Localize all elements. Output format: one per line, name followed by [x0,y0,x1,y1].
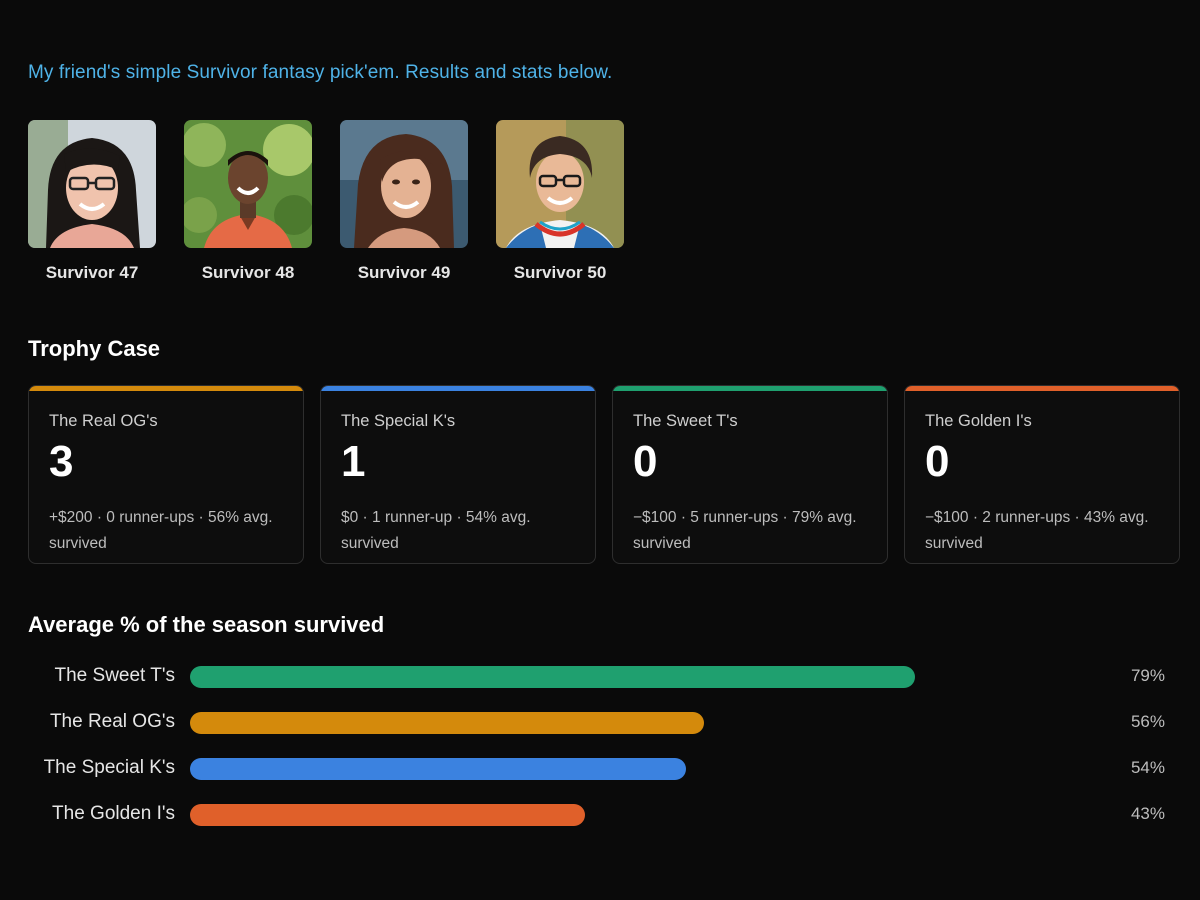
bar-track [190,804,1108,826]
card-accent-bar [321,386,595,391]
bar-value-label: 79% [1130,666,1165,685]
team-stats: −$100 · 5 runner-ups · 79% avg. survived [633,509,857,552]
bar-track [190,758,1108,780]
team-name: The Special K's [341,412,456,430]
team-stats: −$100 · 2 runner-ups · 43% avg. survived [925,509,1149,552]
season-label: Survivor 48 [201,263,295,282]
bar-row: The Real OG's 56% [0,700,1200,746]
bar [190,758,686,780]
bar-row: The Golden I's 43% [0,792,1200,838]
card-accent-bar [29,386,303,391]
intro-text: My friend's simple Survivor fantasy pick… [28,62,613,83]
trophy-card-sweet-ts[interactable]: The Sweet T's 0 −$100 · 5 runner-ups · 7… [612,385,888,564]
trophy-count: 1 [341,437,366,486]
winner-portrait-50 [496,120,624,248]
bar-value-label: 54% [1130,758,1165,777]
bar-category-label: The Sweet T's [54,665,176,686]
season-card-49[interactable]: Survivor 49 [340,120,468,283]
season-list: Survivor 47 Survivor 48 [28,120,624,283]
season-card-50[interactable]: Survivor 50 [496,120,624,283]
bar [190,712,705,734]
bar-row: The Sweet T's 79% [0,654,1200,700]
bar [190,666,916,688]
bar-value-label: 56% [1130,712,1165,731]
season-label: Survivor 47 [45,263,139,282]
season-label: Survivor 49 [357,263,451,282]
team-name: The Golden I's [925,412,1032,430]
chart-heading: Average % of the season survived [28,612,385,637]
card-accent-bar [613,386,887,391]
team-stats: $0 · 1 runner-up · 54% avg. survived [341,509,531,552]
season-card-48[interactable]: Survivor 48 [184,120,312,283]
bar-row: The Special K's 54% [0,746,1200,792]
team-name: The Sweet T's [633,412,738,430]
bar-track [190,666,1108,688]
trophy-count: 0 [633,437,658,486]
card-accent-bar [905,386,1179,391]
team-stats: +$200 · 0 runner-ups · 56% avg. survived [49,509,273,552]
bar-category-label: The Golden I's [52,803,175,824]
bar-value-label: 43% [1130,804,1165,823]
winner-portrait-47 [28,120,156,248]
trophy-count: 0 [925,437,950,486]
trophy-card-golden-is[interactable]: The Golden I's 0 −$100 · 2 runner-ups · … [904,385,1180,564]
bar-category-label: The Real OG's [49,711,175,732]
season-label: Survivor 50 [513,263,607,282]
winner-portrait-48 [184,120,312,248]
trophy-count: 3 [49,437,74,486]
bar-category-label: The Special K's [43,757,175,778]
team-name: The Real OG's [49,412,158,430]
trophy-card-special-ks[interactable]: The Special K's 1 $0 · 1 runner-up · 54%… [320,385,596,564]
trophy-card-real-ogs[interactable]: The Real OG's 3 +$200 · 0 runner-ups · 5… [28,385,304,564]
trophy-case: The Real OG's 3 +$200 · 0 runner-ups · 5… [28,385,1180,564]
winner-portrait-49 [340,120,468,248]
season-card-47[interactable]: Survivor 47 [28,120,156,283]
trophy-case-heading: Trophy Case [28,336,161,361]
survival-bar-chart: The Sweet T's 79% The Real OG's 56% The Spec… [0,654,1200,838]
bar [190,804,585,826]
bar-track [190,712,1108,734]
